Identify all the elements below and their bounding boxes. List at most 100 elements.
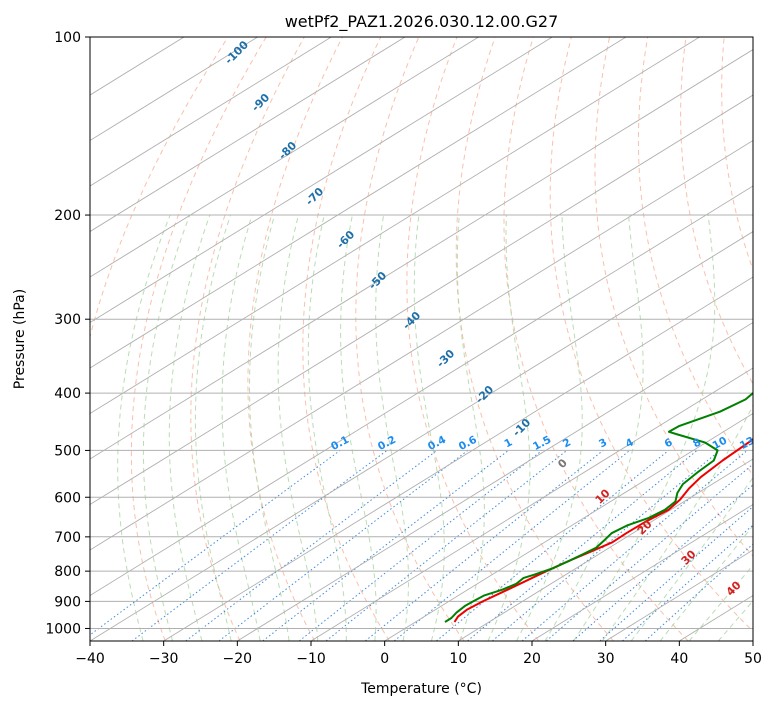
skewed-isotherms <box>90 37 753 641</box>
moist-adiabat-line <box>375 214 409 641</box>
dry-adiabat-line <box>594 37 753 557</box>
y-tick-label: 300 <box>54 312 81 328</box>
mixing-ratio-line <box>622 524 753 641</box>
dry-adiabat-line <box>503 37 689 641</box>
isotherm-line <box>237 321 753 641</box>
mixing-ratio-label: 3 <box>597 436 609 450</box>
mixing-ratio-line <box>393 450 631 641</box>
y-tick-label: 700 <box>54 530 81 546</box>
y-tick-label: 1000 <box>45 621 81 637</box>
moist-adiabat-label: 10 <box>593 486 613 506</box>
mixing-ratio-line <box>545 463 753 641</box>
y-tick-label: 600 <box>54 490 81 506</box>
mixing-ratio-line <box>436 450 669 641</box>
mixing-ratio-label: 13 <box>738 435 757 452</box>
moist-adiabat-line <box>688 564 753 641</box>
y-tick-label: 200 <box>54 208 81 224</box>
moist-adiabat-label: 30 <box>679 547 699 567</box>
dry-adiabat-line <box>455 37 614 641</box>
x-tick-label: 40 <box>670 651 688 667</box>
x-tick-label: −20 <box>223 651 253 667</box>
y-axis-label: Pressure (hPa) <box>12 289 28 389</box>
isotherm-line <box>90 185 753 597</box>
isotherm-line <box>90 37 627 369</box>
x-tick-label: 0 <box>380 651 389 667</box>
dry-adiabat-label: -40 <box>400 309 423 332</box>
isotherm-line <box>90 37 332 187</box>
moist-adiabat-line <box>277 214 319 641</box>
moist-adiabat-line <box>142 214 191 641</box>
x-tick-label: −30 <box>149 651 179 667</box>
moist-adiabat-label: 40 <box>724 578 744 598</box>
dry-adiabat-label: -50 <box>366 269 389 292</box>
isotherm-line <box>90 49 753 460</box>
mixing-ratio-line <box>467 450 698 641</box>
moist-adiabat-line <box>601 404 753 641</box>
moist-adiabat-line <box>659 524 753 641</box>
dry-adiabat-line <box>680 37 753 385</box>
moist-adiabat-label: 0 <box>555 456 570 471</box>
dry-adiabat-label: -90 <box>249 91 272 114</box>
moist-adiabat-line <box>413 214 445 641</box>
dry-adiabat-line <box>637 37 753 477</box>
moist-adiabat-line <box>456 214 485 641</box>
isotherm-line <box>90 37 258 142</box>
x-axis-label: Temperature (°C) <box>360 681 482 697</box>
moist-adiabat-line <box>516 214 583 641</box>
isotherm-line <box>90 37 406 233</box>
dry-adiabat-line <box>190 37 305 641</box>
moist-adiabat-line <box>630 476 753 641</box>
line-labels: -100-90-80-70-60-50-40-30-20-100.1 0.2 0.4… <box>222 38 775 599</box>
mixing-ratio-label: 1 <box>502 436 514 450</box>
mixing-ratio-label: 10 <box>711 435 730 452</box>
temperature-profile <box>453 437 753 623</box>
dry-adiabat-label: -30 <box>434 347 457 370</box>
dry-adiabat-label: -100 <box>222 38 251 67</box>
x-tick-label: 30 <box>597 651 615 667</box>
profiles <box>444 378 753 623</box>
isotherm-line <box>90 37 479 278</box>
dry-adiabat-line <box>549 37 753 633</box>
plot-frame <box>89 36 754 642</box>
isotherm-line <box>384 412 753 641</box>
moist-adiabat-line <box>340 214 377 641</box>
dry-adiabat-line <box>762 37 775 641</box>
moist-adiabat-line <box>117 214 171 641</box>
mixing-ratio-line <box>572 484 753 641</box>
mixing-ratio-line <box>325 450 568 641</box>
y-tick-label: 100 <box>54 30 81 46</box>
dry-adiabat-line <box>406 37 540 641</box>
dewpoint-profile <box>444 378 753 623</box>
moist-adiabat-line <box>221 214 261 641</box>
dry-adiabat-label: -60 <box>334 228 357 251</box>
moist-adiabat-line <box>717 600 753 641</box>
x-axis: −40 −30 −20 −10 0 10 20 30 40 50 <box>75 641 762 667</box>
moist-adiabat-label: 20 <box>635 517 655 537</box>
mixing-ratio-label: 16 <box>760 435 775 452</box>
isotherm-line <box>163 276 753 641</box>
mixing-ratio-line <box>185 449 438 641</box>
y-axis: 100 200 300 400 500 600 700 800 900 1000 <box>45 30 90 637</box>
isotherm-line <box>90 94 753 506</box>
background-lines <box>90 37 775 641</box>
mixing-ratio-line <box>364 450 604 641</box>
y-tick-label: 400 <box>54 386 81 402</box>
moist-adiabat-line <box>573 214 716 641</box>
x-tick-label: −40 <box>75 651 105 667</box>
isotherm-line <box>90 231 753 641</box>
moist-adiabat-line <box>168 214 211 641</box>
x-tick-label: 50 <box>744 651 762 667</box>
mixing-ratio-line <box>262 450 509 641</box>
x-tick-label: 10 <box>449 651 467 667</box>
dry-adiabat-line <box>302 37 390 641</box>
mixing-ratio-line <box>298 450 543 641</box>
chart-title: wetPf2_PAZ1.2026.030.12.00.G27 <box>285 12 559 32</box>
isotherm-line <box>310 367 753 641</box>
isotherm-line <box>90 37 553 324</box>
dry-adiabat-label: -10 <box>510 416 533 439</box>
dry-adiabat-line <box>247 37 343 641</box>
x-tick-label: −10 <box>296 651 326 667</box>
dry-adiabat-label: -80 <box>276 139 299 162</box>
mixing-ratio-label: 2 <box>561 436 573 450</box>
isotherm-line <box>752 640 753 641</box>
